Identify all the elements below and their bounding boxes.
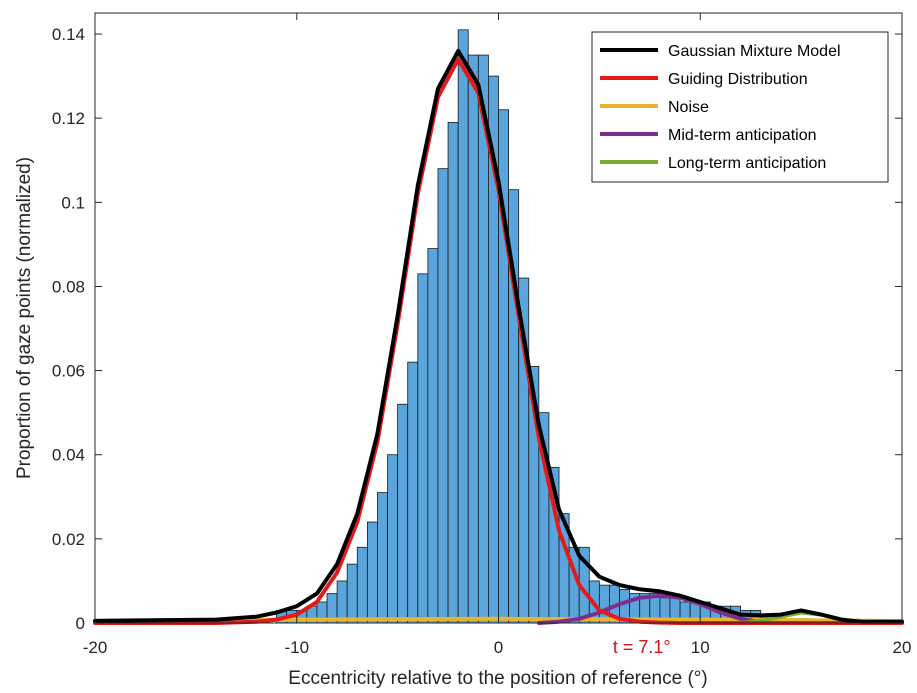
legend-entry: Guiding Distribution bbox=[668, 71, 808, 88]
annotations: t = 7.1° bbox=[613, 637, 671, 657]
threshold-annotation: t = 7.1° bbox=[613, 637, 671, 657]
histogram-bar bbox=[346, 563, 358, 624]
x-tick-label: -20 bbox=[83, 638, 108, 657]
y-tick-label: 0.06 bbox=[52, 362, 85, 381]
y-tick-label: 0 bbox=[76, 614, 85, 633]
x-tick-label: 0 bbox=[494, 638, 503, 657]
x-tick-label: -10 bbox=[284, 638, 309, 657]
y-tick-label: 0.12 bbox=[52, 109, 85, 128]
histogram-bar bbox=[377, 492, 388, 624]
legend: Gaussian Mixture Model Guiding Distributi… bbox=[591, 31, 889, 183]
histogram-bar bbox=[366, 521, 378, 624]
y-tick-label: 0.04 bbox=[52, 446, 85, 465]
histogram-bar bbox=[447, 121, 459, 624]
histogram-bar bbox=[437, 168, 449, 624]
histogram-bar bbox=[407, 361, 419, 624]
histogram-bar bbox=[457, 29, 469, 624]
x-tick-label: 10 bbox=[691, 638, 710, 657]
legend-entry: Long-term anticipation bbox=[668, 155, 826, 172]
y-tick-label: 0.1 bbox=[61, 193, 85, 212]
histogram-bar bbox=[397, 403, 409, 624]
y-tick-label: 0.14 bbox=[52, 25, 85, 44]
x-tick-label: 20 bbox=[893, 638, 912, 657]
histogram-bar bbox=[427, 248, 439, 624]
histogram-bar bbox=[336, 580, 348, 624]
x-axis-label: Eccentricity relative to the position of… bbox=[288, 668, 707, 689]
series-line-gaussian-mixture-model bbox=[93, 48, 904, 624]
legend-entry: Mid-term anticipation bbox=[668, 127, 817, 144]
x-ticks: -20 -10 0 10 20 bbox=[83, 13, 912, 657]
series-line-mid-term-anticipation bbox=[536, 593, 763, 625]
histogram-bar bbox=[387, 454, 399, 624]
y-tick-label: 0.02 bbox=[52, 530, 85, 549]
series-line-guiding-distribution bbox=[93, 57, 904, 625]
y-ticks: 0 0.02 0.04 0.06 0.08 0.1 0.12 0.14 bbox=[52, 25, 902, 633]
y-axis-label: Proportion of gaze points (normalized) bbox=[14, 157, 35, 479]
histogram-bar bbox=[417, 273, 429, 624]
histogram-bar bbox=[356, 546, 368, 624]
y-tick-label: 0.08 bbox=[52, 277, 85, 296]
legend-entry: Noise bbox=[668, 99, 709, 116]
legend-entry: Gaussian Mixture Model bbox=[668, 43, 841, 60]
histogram-bar bbox=[467, 54, 479, 624]
